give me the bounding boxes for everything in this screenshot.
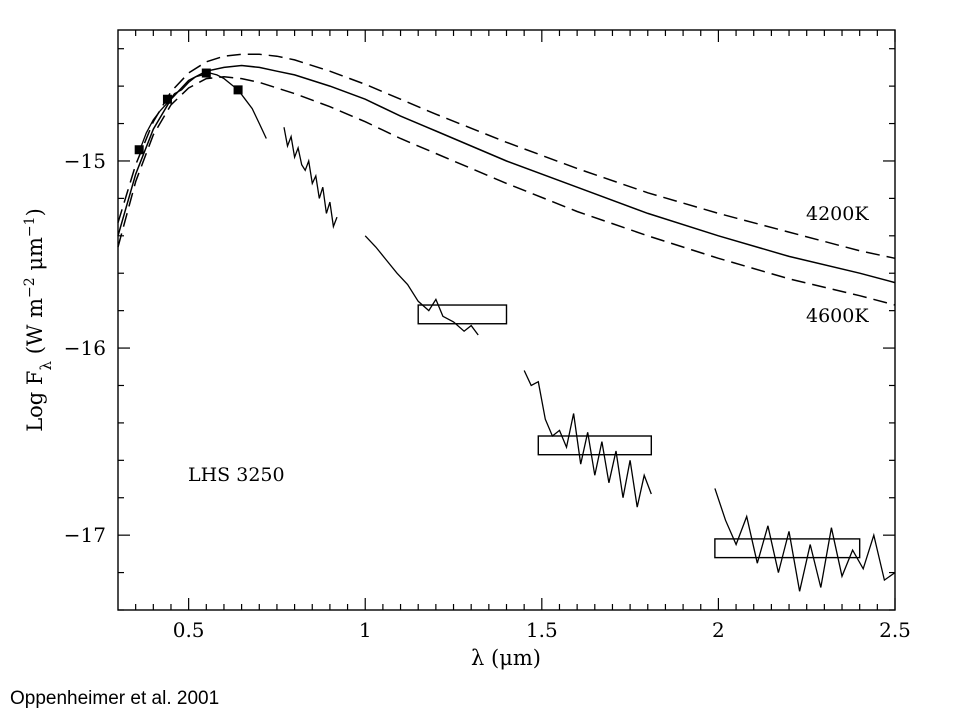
y-axis-title: Log Fλ (W m−2 μm−1): [22, 208, 55, 432]
band-box-2: [537, 435, 653, 456]
spectrum-segment-5: [714, 488, 896, 592]
x-tick-label: 1.5: [526, 618, 558, 642]
band-box-3: [714, 538, 861, 559]
spectrum-segment-1: [138, 72, 267, 152]
model-curve-2-solid: [117, 64, 896, 284]
y-tick-label: −17: [64, 523, 106, 547]
axis-ticks: 0.5 1 1.5 2 2.5 −15 −16 −17: [64, 30, 911, 642]
temp-label-cool: 4200K: [806, 203, 869, 225]
object-label: LHS 3250: [188, 464, 285, 486]
x-tick-label: 0.5: [173, 618, 205, 642]
model-curve-1-dashed: [117, 53, 896, 260]
photometry-point: [134, 145, 144, 155]
y-tick-label: −15: [64, 149, 106, 173]
y-tick-label: −16: [64, 336, 106, 360]
band-box-1: [417, 304, 508, 325]
x-tick-label: 2: [712, 618, 725, 642]
band-boxes: [417, 304, 861, 559]
photometry-points: [134, 68, 243, 155]
model-curve-3-dashed: [117, 76, 896, 306]
spectrum-segment-4: [523, 370, 652, 508]
source-credit: Oppenheimer et al. 2001: [10, 688, 220, 709]
series-group: [117, 53, 896, 592]
x-axis-title: λ (μm): [471, 646, 541, 670]
spectrum-segment-3: [364, 235, 479, 336]
spectrum-segment-2: [283, 127, 338, 230]
x-tick-label: 1: [359, 618, 372, 642]
photometry-point: [201, 68, 211, 78]
photometry-point: [162, 94, 172, 104]
x-tick-label: 2.5: [879, 618, 911, 642]
photometry-point: [233, 85, 243, 95]
temp-label-hot: 4600K: [806, 305, 869, 327]
